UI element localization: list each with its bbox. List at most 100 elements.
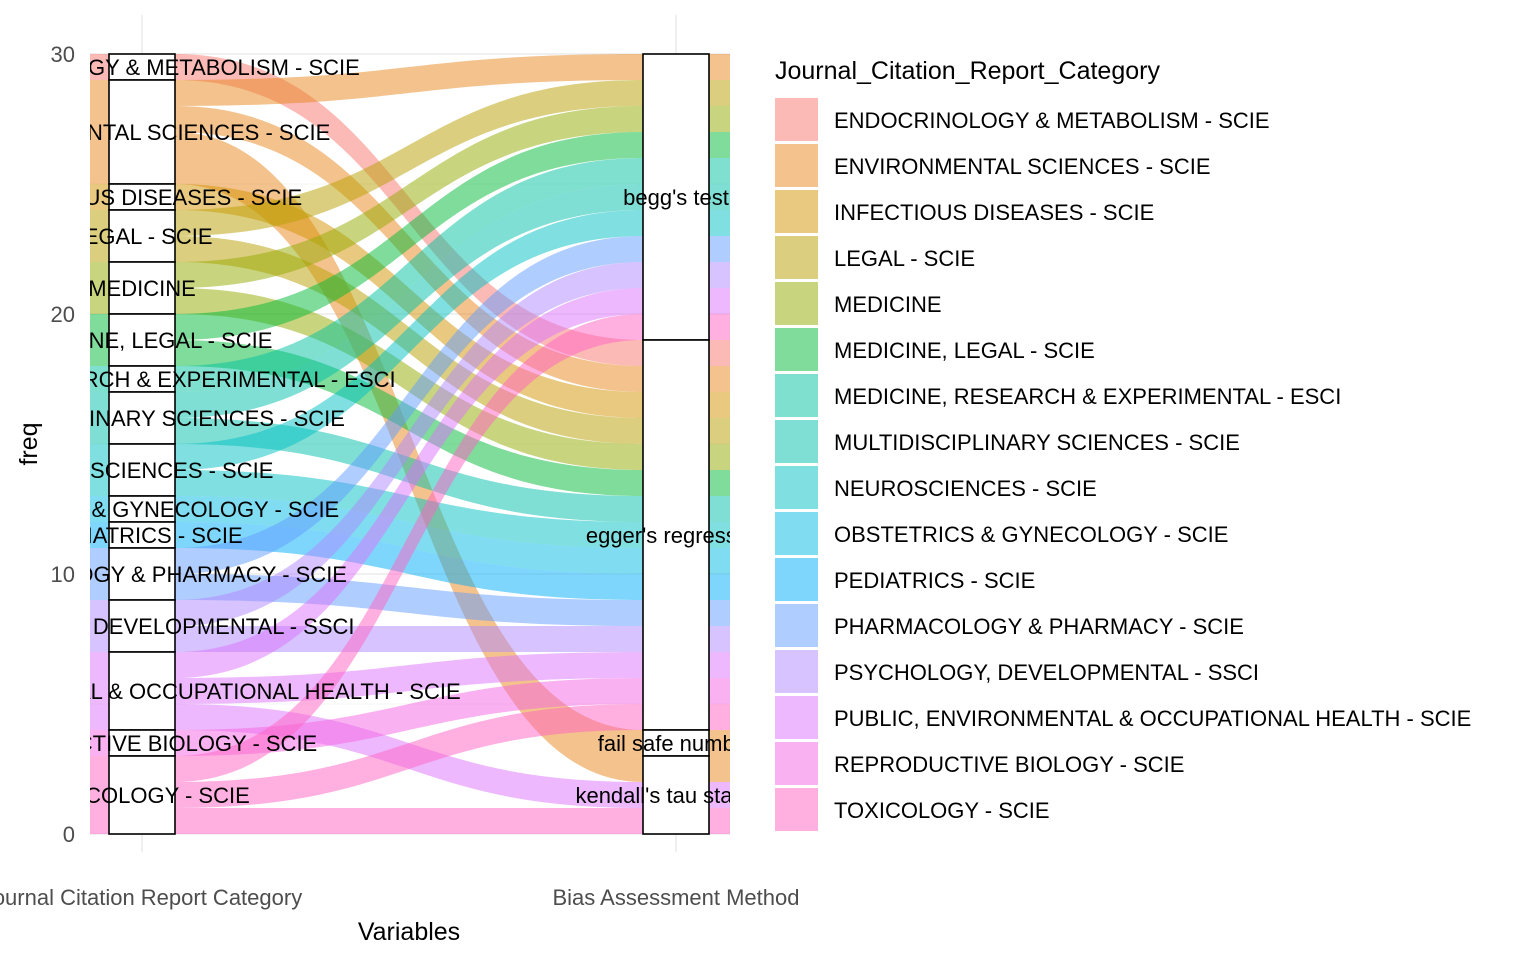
left-stratum-label: ENVIRONMENTAL SCIENCES - SCIE: [0, 120, 330, 145]
legend-key: [775, 512, 818, 555]
left-stratum-box: [108, 651, 176, 731]
legend-label: OBSTETRICS & GYNECOLOGY - SCIE: [834, 522, 1228, 547]
x-axis-ticks: Journal Citation Report Category Bias Ass…: [0, 885, 800, 910]
legend-title: Journal_Citation_Report_Category: [775, 57, 1160, 85]
left-stratum-box: [108, 313, 176, 367]
legend: Journal_Citation_Report_Category ENDOCRI…: [775, 57, 1471, 831]
flow-ribbon: [90, 54, 730, 106]
legend-key: [775, 696, 818, 739]
legend-key: [775, 650, 818, 693]
x-tick-label: Bias Assessment Method: [552, 885, 799, 910]
left-stratum-label: MEDICINE, LEGAL - SCIE: [12, 328, 273, 353]
left-stratum-label: REPRODUCTIVE BIOLOGY - SCIE: [0, 731, 317, 756]
y-axis-ticks: 0 10 20 30: [51, 42, 75, 847]
x-axis-title: Variables: [358, 918, 460, 946]
legend-label: MULTIDISCIPLINARY SCIENCES - SCIE: [834, 430, 1240, 455]
flow-ribbon: [90, 808, 730, 834]
y-tick-label: 10: [51, 562, 75, 587]
legend-key: [775, 98, 818, 141]
legend-key: [775, 558, 818, 601]
flow-ribbon: [90, 236, 730, 574]
flow-ribbon: [90, 262, 730, 626]
right-stratum-label: fail safe number: [598, 731, 755, 756]
flow-ribbon: [90, 132, 730, 340]
right-stratum-label: egger's regression: [586, 523, 766, 548]
right-stratum-label: begg's test: [623, 185, 729, 210]
legend-key: [775, 190, 818, 233]
flow-ribbon: [90, 340, 730, 496]
left-stratum-label: TOXICOLOGY - SCIE: [34, 783, 250, 808]
legend-key: [775, 466, 818, 509]
y-tick-label: 30: [51, 42, 75, 67]
left-stratum-label: OBSTETRICS & GYNECOLOGY - SCIE: [0, 497, 339, 522]
left-stratum-box: [108, 365, 176, 393]
stratum-labels: ENDOCRINOLOGY & METABOLISM - SCIE ENVIRON…: [0, 55, 776, 808]
legend-key: [775, 604, 818, 647]
left-stratum-box: [108, 521, 176, 549]
legend-label: PHARMACOLOGY & PHARMACY - SCIE: [834, 614, 1244, 639]
legend-label: PSYCHOLOGY, DEVELOPMENTAL - SSCI: [834, 660, 1259, 685]
left-stratum-box: [108, 261, 176, 315]
left-stratum-label: NEUROSCIENCES - SCIE: [11, 458, 274, 483]
left-stratum-label: MEDICINE, RESEARCH & EXPERIMENTAL - ESCI: [0, 367, 396, 392]
legend-key: [775, 282, 818, 325]
flow-ribbon: [90, 80, 730, 236]
flow-ribbon: [90, 704, 730, 808]
right-stratum-box: [642, 53, 710, 341]
flow-ribbon: [90, 184, 730, 418]
right-stratum-label: kendall's tau statistic: [575, 783, 776, 808]
left-stratum-box: [108, 53, 176, 81]
left-stratum-label: PEDIATRICS - SCIE: [41, 523, 242, 548]
legend-label: MEDICINE: [834, 292, 942, 317]
left-stratum-box: [108, 547, 176, 601]
flow-ribbon: [90, 288, 730, 470]
legend-key: [775, 144, 818, 187]
legend-label: INFECTIOUS DISEASES - SCIE: [834, 200, 1154, 225]
legend-key: [775, 328, 818, 371]
legend-label: TOXICOLOGY - SCIE: [834, 798, 1050, 823]
left-stratum-label: PUBLIC, ENVIRONMENTAL & OCCUPATIONAL HEA…: [0, 679, 461, 704]
flow-ribbon: [90, 106, 730, 288]
left-stratum-label: PSYCHOLOGY, DEVELOPMENTAL - SSCI: [0, 614, 355, 639]
y-tick-label: 0: [63, 822, 75, 847]
left-stratum-box: [108, 599, 176, 653]
flow-ribbon: [90, 158, 730, 392]
left-stratum-label: MULTIDISCIPLINARY SCIENCES - SCIE: [0, 406, 345, 431]
legend-label: PUBLIC, ENVIRONMENTAL & OCCUPATIONAL HEA…: [834, 706, 1471, 731]
flow-ribbon: [90, 210, 730, 470]
legend-label: LEGAL - SCIE: [834, 246, 975, 271]
y-tick-label: 20: [51, 302, 75, 327]
legend-label: ENDOCRINOLOGY & METABOLISM - SCIE: [834, 108, 1270, 133]
left-stratum-label: INFECTIOUS DISEASES - SCIE: [0, 185, 302, 210]
flow-ribbon: [90, 470, 730, 548]
legend-key: [775, 742, 818, 785]
left-stratum-box: [108, 443, 176, 497]
legend-label: MEDICINE, RESEARCH & EXPERIMENTAL - ESCI: [834, 384, 1341, 409]
legend-key: [775, 374, 818, 417]
legend-label: MEDICINE, LEGAL - SCIE: [834, 338, 1095, 363]
left-stratum-box: [108, 495, 176, 523]
left-stratum-box: [108, 391, 176, 445]
flow-ribbon: [90, 288, 730, 678]
left-stratum-box: [108, 209, 176, 263]
left-stratum-label: ENDOCRINOLOGY & METABOLISM - SCIE: [0, 55, 360, 80]
legend-key: [775, 788, 818, 831]
legend-key: [775, 420, 818, 463]
left-stratum-box: [108, 183, 176, 211]
strata-boxes: [108, 53, 710, 835]
left-stratum-label: MEDICINE: [88, 276, 196, 301]
right-stratum-box: [642, 755, 710, 835]
legend-label: PEDIATRICS - SCIE: [834, 568, 1035, 593]
legend-key: [775, 236, 818, 279]
left-stratum-label: PHARMACOLOGY & PHARMACY - SCIE: [0, 562, 347, 587]
left-stratum-box: [108, 79, 176, 185]
flow-ribbon: [90, 54, 730, 366]
legend-label: REPRODUCTIVE BIOLOGY - SCIE: [834, 752, 1184, 777]
flow-ribbon: [90, 314, 730, 782]
legend-label: ENVIRONMENTAL SCIENCES - SCIE: [834, 154, 1211, 179]
flow-ribbon: [90, 678, 730, 756]
legend-label: NEUROSCIENCES - SCIE: [834, 476, 1097, 501]
y-axis-title: freq: [15, 422, 43, 465]
flow-ribbon: [90, 106, 730, 392]
